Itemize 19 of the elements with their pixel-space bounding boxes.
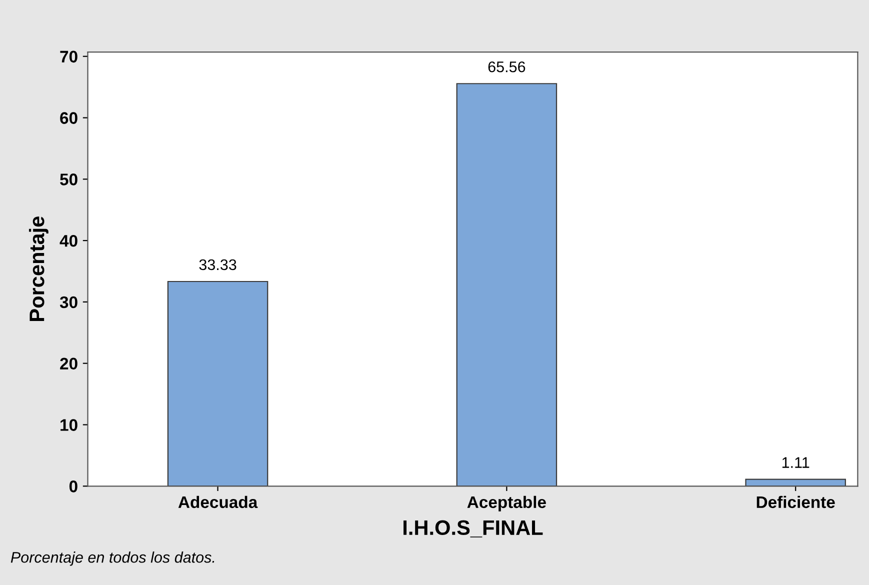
data-label: 65.56 bbox=[488, 61, 526, 72]
x-tick-label: Deficiente bbox=[756, 496, 835, 508]
y-tick-label: 70 bbox=[60, 50, 78, 63]
y-tick-label: 20 bbox=[60, 358, 78, 370]
data-label: 1.11 bbox=[782, 457, 810, 468]
y-tick-label: 40 bbox=[60, 234, 78, 247]
y-tick-label: 30 bbox=[60, 296, 78, 308]
y-axis-title: Porcentaje bbox=[28, 216, 48, 321]
y-tick-label: 0 bbox=[69, 480, 78, 492]
y-tick-label: 60 bbox=[60, 112, 78, 124]
y-tick-label: 10 bbox=[60, 419, 78, 431]
x-tick-label: Aceptable bbox=[467, 496, 546, 512]
bar bbox=[167, 280, 268, 486]
y-tick-label: 50 bbox=[60, 174, 78, 186]
x-axis-title: I.H.O.S_FINAL bbox=[404, 520, 543, 538]
x-tick-label: Adecuada bbox=[178, 496, 258, 508]
text: Porcentaje en todos los datos. bbox=[10, 552, 214, 566]
bar bbox=[456, 83, 558, 486]
data-label: 33.33 bbox=[199, 259, 236, 270]
